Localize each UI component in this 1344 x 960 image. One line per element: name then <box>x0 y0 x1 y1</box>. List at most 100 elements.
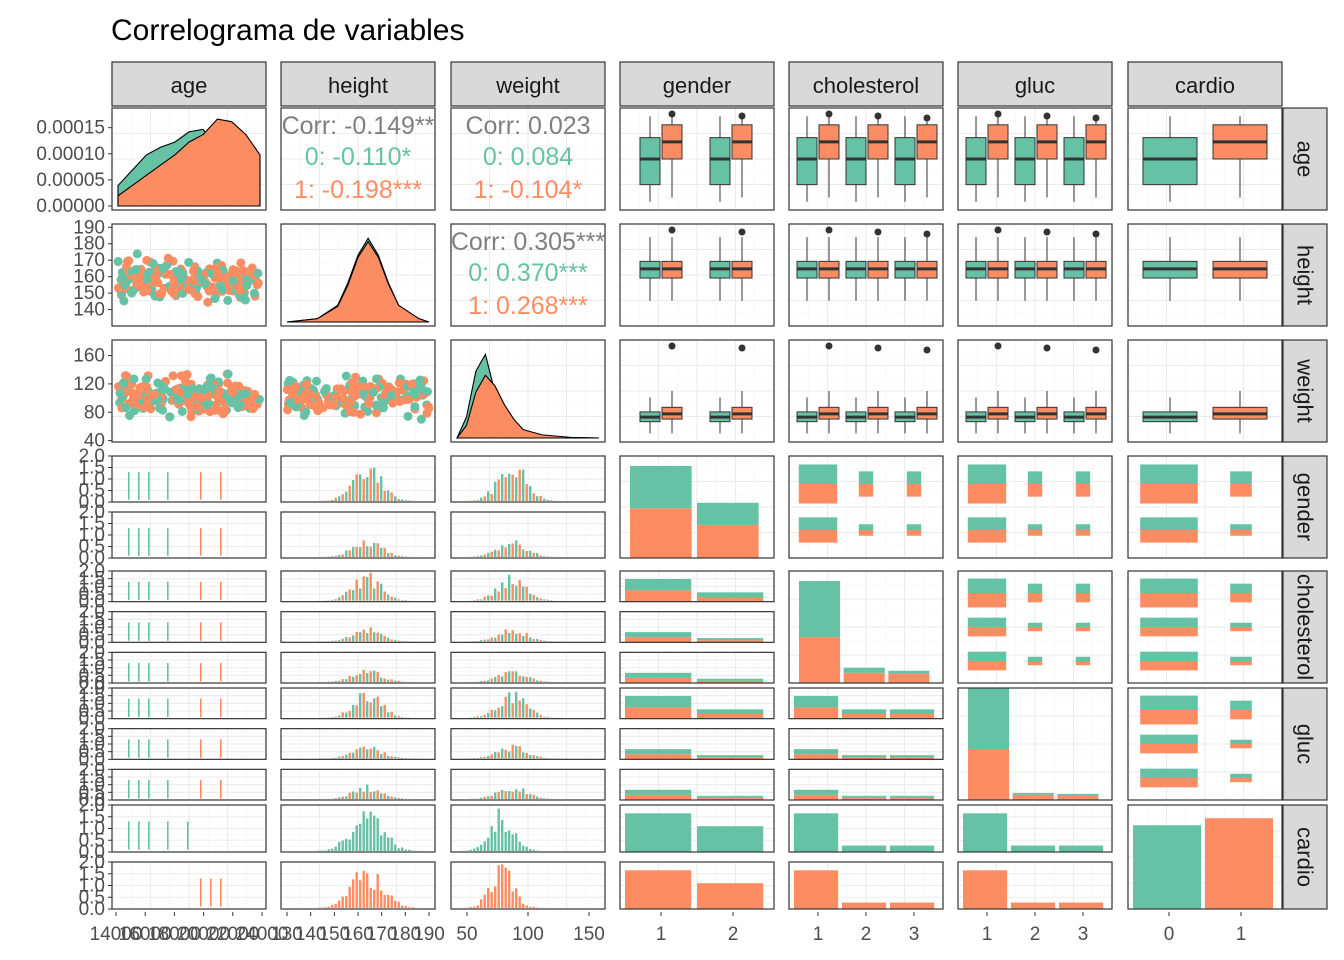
hist-bar <box>504 477 507 501</box>
panel-border <box>450 611 606 643</box>
row-strip-cholesterol <box>1282 570 1328 684</box>
hist-bar <box>362 576 365 601</box>
facet-bar-group1 <box>697 680 764 683</box>
cardio-bar <box>697 883 764 909</box>
facet-histogram <box>451 688 605 719</box>
panel-border <box>280 687 436 720</box>
outlier-point <box>1043 228 1051 236</box>
strip-cholesterol <box>788 61 944 107</box>
tile-group1 <box>1230 710 1252 720</box>
row-strip-height <box>1282 223 1328 327</box>
hist-bar <box>480 797 483 799</box>
bar-group0 <box>843 667 885 673</box>
hist-bar <box>511 630 514 642</box>
scatter-point <box>388 398 398 408</box>
hist-bar <box>494 549 497 557</box>
hist-bar <box>494 637 497 642</box>
scatter-point <box>172 394 182 404</box>
hist-bar <box>536 712 539 718</box>
hist-bar <box>345 550 348 557</box>
panel-border <box>788 570 944 684</box>
scatter-point <box>142 255 152 265</box>
facet-histogram <box>281 512 435 558</box>
hist-bar <box>497 479 500 501</box>
y-tick-label: 2.0 <box>79 678 105 699</box>
scatter-point <box>423 402 433 412</box>
hist-bar <box>476 599 479 601</box>
hist-bar <box>210 878 212 907</box>
cardio-facet-histogram <box>112 805 266 852</box>
hist-bar <box>362 746 365 759</box>
tile-group1 <box>1140 710 1198 725</box>
hist-bar <box>366 818 369 851</box>
hist-bar <box>390 492 393 501</box>
hist-bar <box>511 744 514 759</box>
facet-bar-group1 <box>625 794 692 800</box>
hist-bar <box>220 663 222 682</box>
facet-bar-group1 <box>625 677 692 683</box>
hist-bar <box>508 632 511 642</box>
y-tick-label: 0.5 <box>79 830 105 851</box>
scatter-point <box>285 398 295 408</box>
hist-bar <box>376 671 379 682</box>
facet-histogram <box>112 728 266 760</box>
hist-bar <box>401 499 404 501</box>
hist-bar <box>383 490 386 501</box>
hist-bar <box>476 716 479 718</box>
hist-bar <box>532 709 535 718</box>
hist-bar <box>148 821 150 850</box>
hist-bar <box>355 675 358 682</box>
panel-border <box>957 687 1113 801</box>
hist-bar <box>390 552 393 557</box>
bar-group1 <box>1012 794 1054 800</box>
hist-bar <box>387 795 390 799</box>
panel-border <box>957 570 1113 684</box>
hist-bar <box>494 710 497 718</box>
tile-group0 <box>1140 651 1198 661</box>
hist-bar <box>539 555 542 557</box>
hist-bar <box>529 637 532 642</box>
hist-bar <box>532 794 535 799</box>
hist-bar <box>543 640 546 642</box>
scatter-point <box>184 284 194 294</box>
hist-bar <box>148 622 150 641</box>
y-tick-label: 1.5 <box>79 458 105 479</box>
hist-bar <box>508 575 511 601</box>
hist-bar <box>220 581 222 601</box>
strip-label-gender: gender <box>663 73 732 98</box>
y-tick-label: 0.5 <box>79 537 105 558</box>
row-strip-label-age: age <box>1293 141 1318 178</box>
hist-bar <box>359 823 362 851</box>
hist-bar <box>494 588 497 601</box>
y-tick-label: 0.5 <box>79 782 105 803</box>
hist-bar <box>200 528 202 556</box>
cardio-bar <box>1011 845 1056 852</box>
box-body <box>796 137 818 186</box>
panel-border <box>280 728 436 760</box>
hist-bar <box>511 584 514 601</box>
strip-label-gluc: gluc <box>1015 73 1055 98</box>
y-tick-label: 2.0 <box>79 446 105 467</box>
hist-bar <box>376 581 379 601</box>
hist-bar <box>522 903 525 908</box>
corr-overall: Corr: 0.305*** <box>451 228 606 256</box>
y-tick-label: 2.0 <box>79 561 105 582</box>
hist-bar <box>394 496 397 501</box>
hist-bar <box>376 482 379 501</box>
scatter-point <box>201 383 211 393</box>
hist-bar <box>373 542 376 557</box>
hist-bar <box>373 588 376 601</box>
x-tick-label: 150 <box>573 924 605 945</box>
hist-bar <box>220 698 222 718</box>
scatter-point <box>184 257 194 267</box>
hist-bar <box>480 640 483 642</box>
hist-bar <box>390 895 393 908</box>
facet-histogram <box>451 571 605 602</box>
facet-histogram <box>451 512 605 558</box>
panel-border <box>111 223 267 327</box>
hist-bar <box>383 752 386 759</box>
facet-bar-group1 <box>842 797 887 800</box>
y-tick-label: 0.0 <box>79 673 105 694</box>
hist-bar <box>504 672 507 682</box>
facet-histogram <box>451 611 605 643</box>
